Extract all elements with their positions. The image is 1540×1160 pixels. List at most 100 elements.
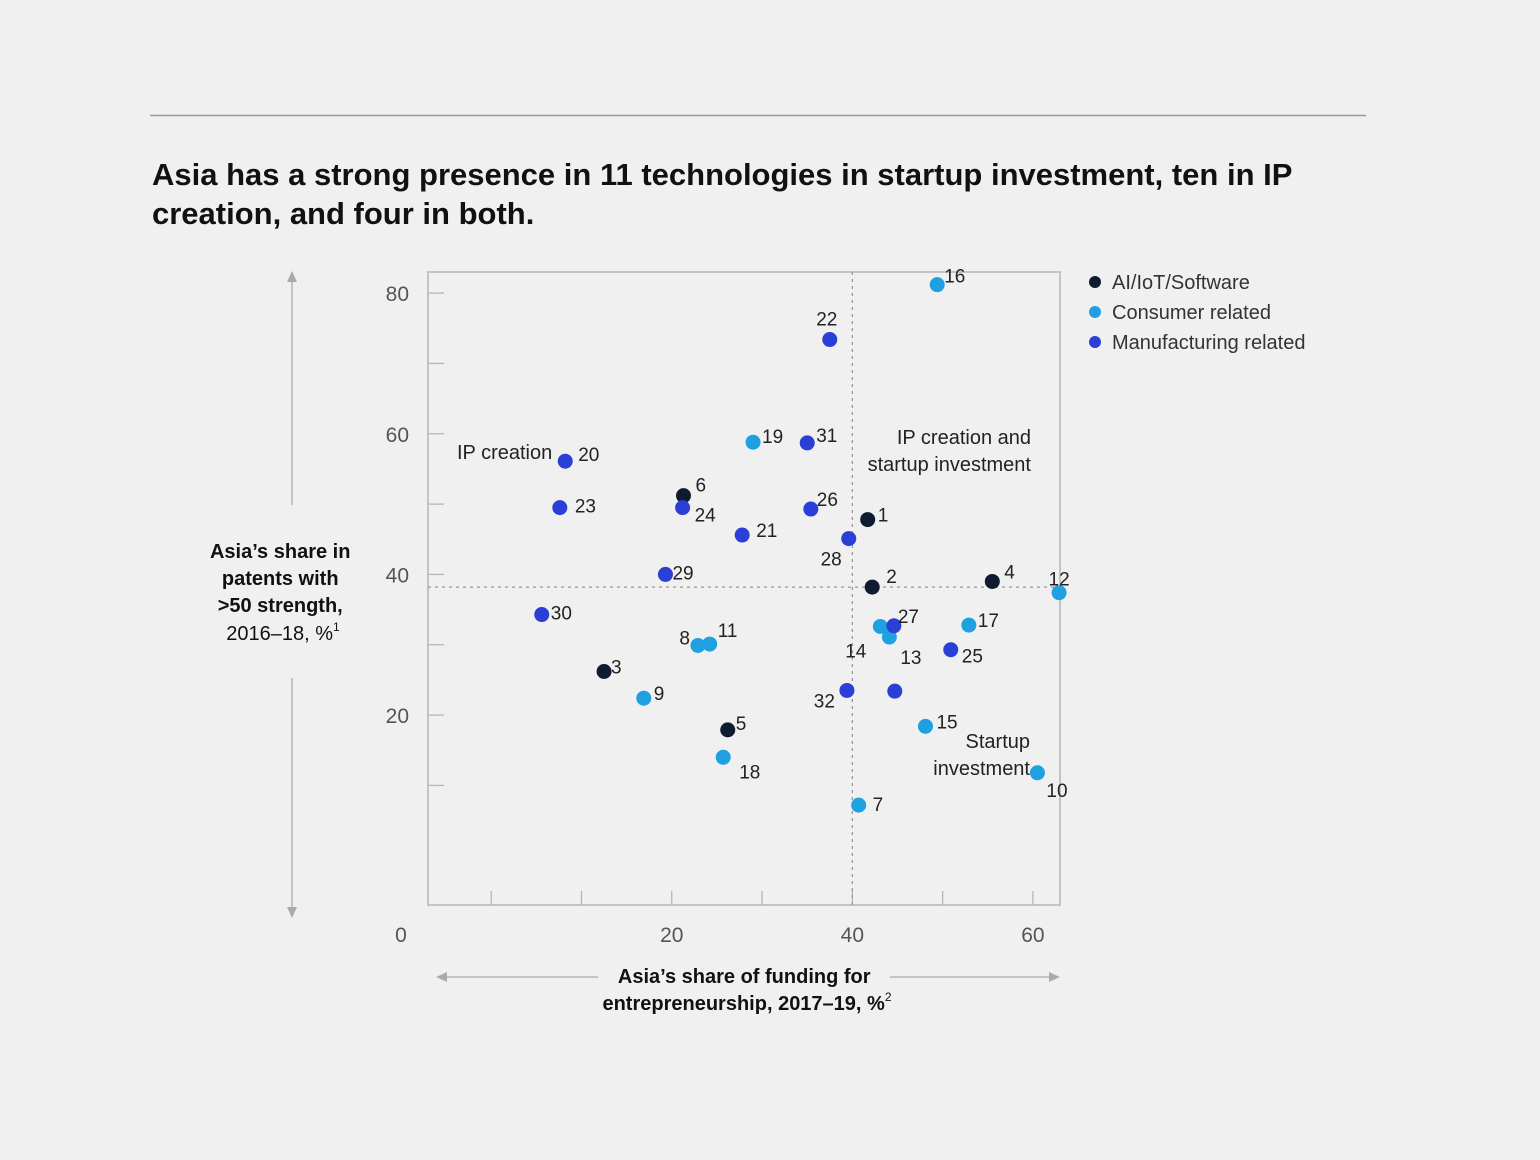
data-point (1051, 585, 1067, 601)
data-point (657, 566, 673, 582)
y-tick-label: 60 (386, 424, 409, 447)
point-label-22: 22 (816, 310, 837, 331)
point-label-1: 1 (878, 506, 889, 527)
data-point (557, 453, 573, 469)
data-point (841, 531, 857, 547)
point-label-5: 5 (736, 714, 747, 735)
point-label-17: 17 (978, 611, 999, 632)
x-axis-title-line-2: entrepreneurship, 2017–19, %2 (602, 990, 891, 1015)
point-label-13: 13 (900, 648, 921, 669)
data-point (636, 690, 652, 706)
point-label-4: 4 (1004, 562, 1015, 583)
point-label-31: 31 (816, 426, 837, 447)
chart-title: Asia has a strong presence in 11 technol… (152, 157, 1300, 231)
data-point (675, 500, 691, 516)
threshold-lines (428, 272, 1060, 905)
point-label-16: 16 (944, 267, 965, 288)
point-label-32: 32 (814, 691, 835, 712)
point-label-3: 3 (611, 657, 622, 678)
data-point (803, 501, 819, 517)
y-axis-title-line-4-text: 2016–18, % (226, 623, 333, 645)
y-axis-title-line-3: >50 strength, (218, 595, 343, 617)
legend-label: Consumer related (1112, 302, 1271, 324)
data-point (745, 434, 761, 450)
data-point (984, 573, 1000, 589)
data-point (720, 722, 736, 738)
legend-label: Manufacturing related (1112, 332, 1305, 354)
point-label-2: 2 (886, 567, 897, 588)
y-axis-footnote-marker: 1 (333, 620, 340, 634)
x-tick-label: 40 (841, 924, 864, 947)
data-point (887, 683, 903, 699)
point-label-23: 23 (575, 497, 596, 518)
y-tick-label: 0 (395, 924, 407, 947)
point-label-14: 14 (845, 641, 867, 662)
data-point (864, 579, 880, 595)
x-arrow-right-head (1049, 972, 1060, 982)
x-arrow-left-head (436, 972, 447, 982)
y-tick-label: 80 (386, 283, 409, 306)
point-label-12: 12 (1049, 570, 1070, 591)
point-label-28: 28 (821, 550, 842, 571)
data-point (961, 617, 977, 633)
data-point (1029, 765, 1045, 781)
x-tick-label: 20 (660, 924, 683, 947)
point-label-7: 7 (873, 795, 884, 816)
x-axis-footnote-marker: 2 (885, 990, 892, 1004)
legend-swatch (1089, 306, 1101, 318)
data-point (715, 749, 731, 765)
y-axis-arrow (287, 271, 297, 918)
data-point (881, 629, 897, 645)
point-label-27: 27 (898, 607, 919, 628)
point-label-21: 21 (756, 521, 777, 542)
data-point (822, 332, 838, 348)
quadrant-label-top-right: startup investment (868, 454, 1032, 476)
point-label-15: 15 (936, 712, 957, 733)
y-axis-title: Asia’s share in patents with >50 strengt… (210, 541, 356, 645)
y-arrow-down-head (287, 907, 297, 918)
point-label-25: 25 (962, 647, 983, 668)
data-point (886, 618, 902, 634)
point-label-10: 10 (1046, 781, 1067, 802)
data-point (839, 682, 855, 698)
x-tick-label: 60 (1021, 924, 1044, 947)
data-point (851, 797, 867, 813)
point-label-8: 8 (679, 628, 690, 649)
point-label-9: 9 (654, 684, 665, 705)
point-label-6: 6 (696, 476, 707, 497)
x-axis-title-line-2-text: entrepreneurship, 2017–19, % (602, 993, 885, 1015)
data-point (552, 500, 568, 516)
chart-title-line-1: Asia has a strong presence in 11 technol… (152, 157, 1292, 192)
legend-swatch (1089, 336, 1101, 348)
data-point (917, 718, 933, 734)
data-point (690, 637, 706, 653)
point-label-19: 19 (762, 427, 783, 448)
data-point (799, 435, 815, 451)
y-axis-title-line-1: Asia’s share in (210, 541, 350, 563)
legend-swatch (1089, 276, 1101, 288)
data-point (702, 636, 718, 652)
point-label-11: 11 (718, 621, 738, 642)
quadrant-label-bottom-right: investment (933, 758, 1030, 780)
plot-frame (427, 271, 1061, 906)
y-arrow-up-head (287, 271, 297, 282)
point-label-18: 18 (739, 762, 760, 783)
data-point (872, 618, 888, 634)
point-label-26: 26 (817, 490, 838, 511)
point-label-20: 20 (578, 445, 599, 466)
x-axis-arrow (436, 972, 1060, 982)
data-point (596, 663, 612, 679)
data-point (860, 512, 876, 528)
point-label-29: 29 (672, 563, 693, 584)
y-axis-title-line-4: 2016–18, %1 (226, 620, 340, 645)
data-point (676, 488, 692, 504)
data-point (734, 527, 750, 543)
quadrant-label-bottom-right: Startup (966, 731, 1030, 753)
data-point (534, 607, 550, 623)
axis-ticks: 20 40 60 0 20 40 60 80 (386, 283, 1045, 947)
x-axis-title: Asia’s share of funding for entrepreneur… (602, 966, 891, 1015)
point-label-30: 30 (551, 604, 572, 625)
